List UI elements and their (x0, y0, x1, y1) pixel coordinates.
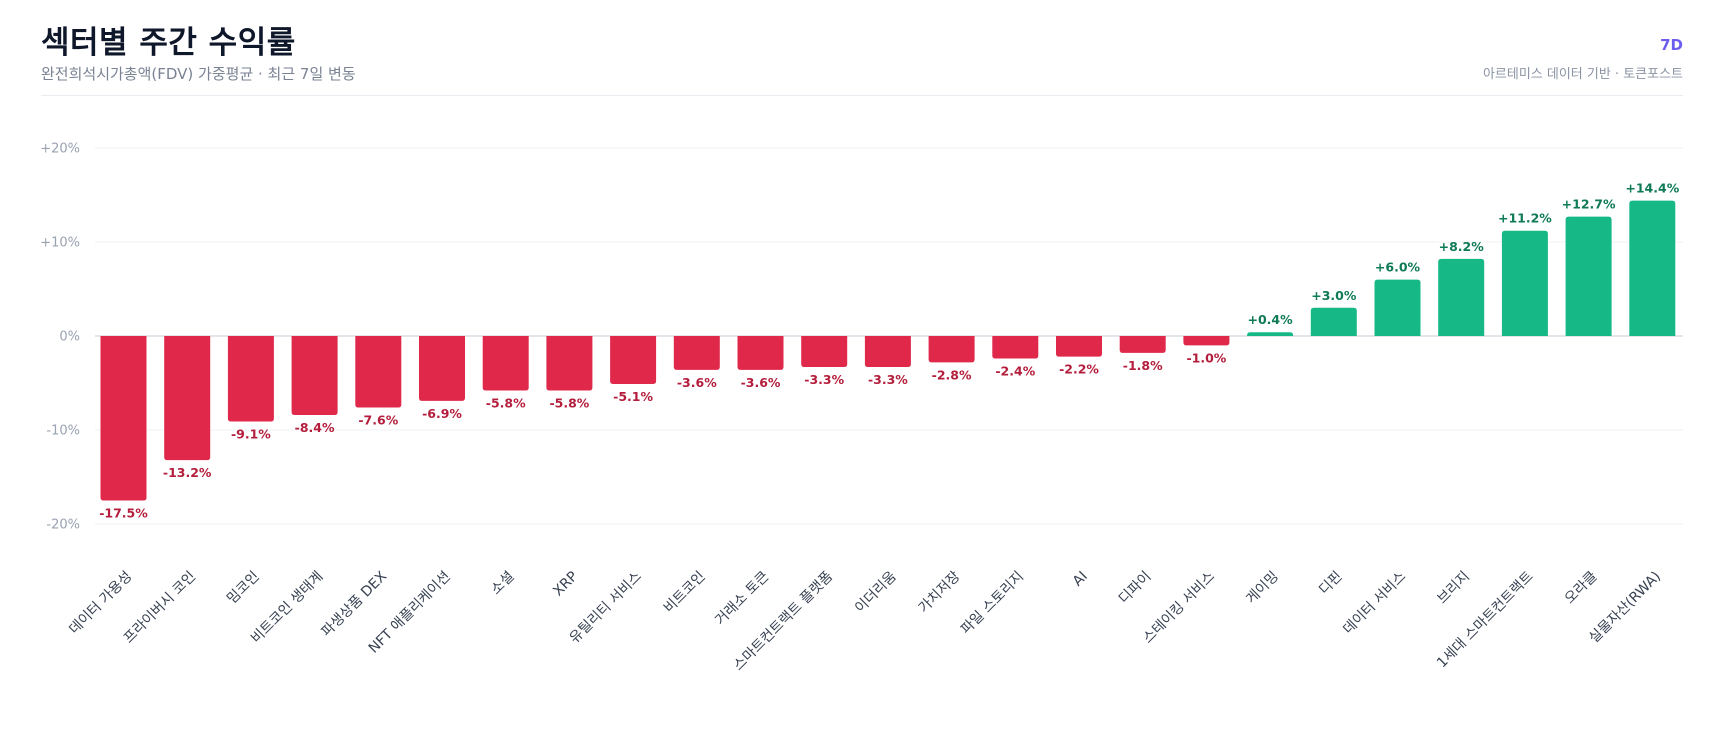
bar (992, 336, 1039, 359)
x-tick-label: 파일 스토리지 (958, 569, 1027, 638)
x-tick-label: 거래소 토큰 (712, 568, 772, 628)
bar (1119, 336, 1166, 353)
data-label: +6.0% (1375, 260, 1421, 275)
bar (864, 336, 911, 368)
data-label: -5.8% (549, 396, 589, 411)
y-tick-label: +20% (40, 142, 80, 157)
data-label: -3.6% (741, 375, 781, 390)
data-label: -3.3% (804, 372, 844, 387)
bar (928, 336, 975, 363)
x-tick-label: 가치저장 (916, 568, 964, 616)
x-tick-label: 오라클 (1562, 568, 1601, 607)
x-tick-label: 소셜 (488, 569, 518, 599)
bar (482, 336, 529, 391)
x-tick-label: 게이밍 (1243, 569, 1282, 608)
bar (164, 336, 211, 461)
bar (1629, 200, 1676, 336)
x-tick-label: 브리지 (1434, 569, 1473, 608)
chart-header: 섹터별 주간 수익률 완전희석시가총액(FDV) 가중평균 · 최근 7일 변동… (41, 0, 1683, 96)
chart-subtitle: 완전희석시가총액(FDV) 가중평균 · 최근 7일 변동 (41, 65, 356, 83)
data-label: +12.7% (1562, 197, 1616, 212)
x-tick-label: 밈코인 (224, 569, 263, 608)
data-label: -3.3% (868, 372, 908, 387)
bar (737, 336, 784, 370)
bar (100, 336, 147, 501)
bar (1501, 230, 1548, 336)
bar (419, 336, 465, 401)
bar (1438, 258, 1485, 336)
bar (1374, 279, 1421, 336)
x-tick-label: 디핀 (1316, 569, 1346, 599)
bar (673, 336, 720, 370)
data-label: +14.4% (1625, 181, 1679, 196)
bar (801, 336, 848, 368)
y-tick-label: 0% (59, 330, 80, 345)
bar (227, 336, 274, 422)
period-badge: 7D (1660, 36, 1683, 54)
chart-title: 섹터별 주간 수익률 (41, 25, 296, 61)
bar (1183, 336, 1230, 346)
x-tick-label: 데이터 가용성 (66, 569, 135, 638)
data-label: -3.6% (677, 375, 717, 390)
x-tick-label: 비트코인 (661, 569, 709, 617)
data-label: -13.2% (163, 465, 212, 480)
y-tick-label: +10% (40, 236, 80, 251)
y-tick-label: -10% (46, 424, 80, 439)
x-tick-label: XRP (550, 569, 581, 600)
x-tick-label: 이더리움 (852, 568, 900, 616)
bar (546, 336, 593, 391)
source-note: 아르테미스 데이터 기반 · 토큰포스트 (1482, 67, 1683, 82)
bar (1056, 336, 1102, 357)
data-label: +8.2% (1439, 239, 1485, 254)
data-label: -9.1% (231, 427, 271, 442)
data-label: -1.8% (1123, 358, 1163, 373)
data-label: -7.6% (358, 412, 398, 427)
x-tick-label: AI (1070, 569, 1091, 590)
y-tick-label: -20% (46, 518, 80, 533)
data-label: +0.4% (1248, 312, 1294, 327)
data-label: +3.0% (1311, 288, 1357, 303)
x-tick-label: 파생상품 DEX (319, 568, 391, 640)
bar (610, 336, 657, 384)
x-tick-label: 디파이 (1116, 569, 1155, 608)
data-label: -6.9% (422, 406, 462, 421)
data-label: -2.2% (1059, 362, 1099, 377)
data-label: +11.2% (1498, 211, 1552, 226)
bar (1310, 307, 1357, 336)
data-label: -5.8% (486, 396, 526, 411)
data-label: -1.0% (1186, 350, 1226, 365)
data-label: -2.4% (995, 364, 1035, 379)
data-label: -5.1% (613, 389, 653, 404)
bar (355, 336, 402, 408)
bar (1247, 332, 1294, 336)
data-label: -17.5% (99, 506, 148, 521)
bar (1565, 216, 1612, 336)
x-tick-label: 데이터 서비스 (1340, 568, 1409, 637)
data-label: -2.8% (932, 367, 972, 382)
bar (291, 336, 338, 415)
data-label: -8.4% (295, 420, 335, 435)
